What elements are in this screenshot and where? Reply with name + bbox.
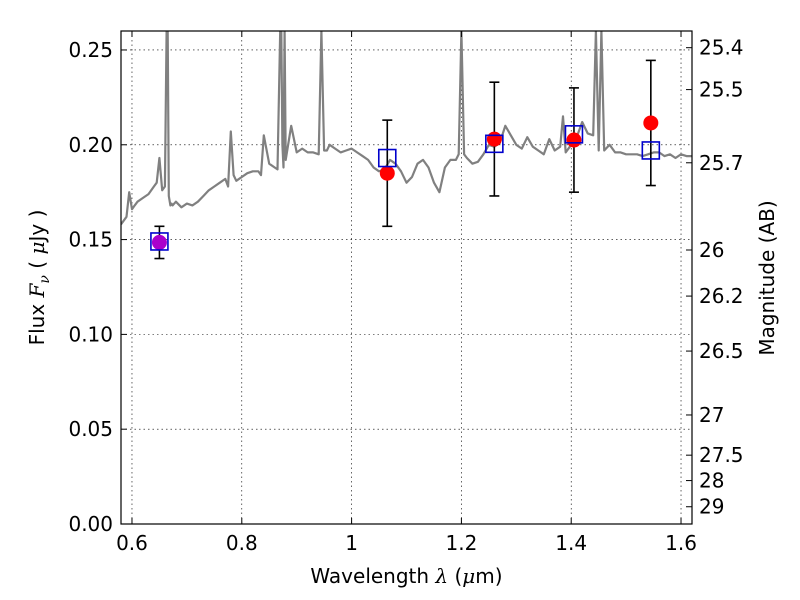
y-tick-label: 0.25 (68, 38, 113, 62)
model-point (641, 141, 661, 160)
model-spectrum (121, 31, 692, 226)
right-tick-label: 29 (699, 495, 724, 519)
observed-point (151, 234, 167, 250)
y-axis-label: Flux Fν ( μJy ) (25, 210, 53, 346)
right-tick-label: 26.5 (699, 339, 744, 363)
y-tick-label: 0.20 (68, 133, 113, 157)
right-tick-label: 25.7 (699, 151, 744, 175)
grid-lines (121, 31, 692, 525)
axis-ticks: 0.6 0.8 1 1.2 1.4 1.6 0.00 0.05 0.10 0.15 0.20 0.25… (68, 31, 744, 555)
right-tick-label: 27 (699, 403, 724, 427)
model-point (150, 232, 169, 251)
x-tick-label: 1.2 (445, 531, 477, 555)
right-tick-label: 27.5 (699, 443, 744, 467)
y-tick-label: 0.00 (68, 512, 113, 536)
right-tick-label: 25.5 (699, 78, 744, 102)
y-tick-label: 0.15 (68, 228, 113, 252)
right-tick-label: 28 (699, 469, 724, 493)
data-points (150, 115, 661, 251)
y-axis-right-label: Magnitude (AB) (755, 200, 779, 355)
y-tick-label: 0.05 (68, 417, 113, 441)
model-point (377, 148, 397, 168)
x-axis-label: Wavelength λ (μm) (310, 564, 502, 588)
observed-point (486, 131, 502, 147)
plot-frame (120, 30, 693, 525)
observed-point (566, 132, 582, 148)
right-tick-label: 25.4 (699, 36, 744, 60)
x-tick-label: 0.6 (116, 531, 148, 555)
x-tick-label: 1.4 (555, 531, 587, 555)
observed-point (643, 115, 659, 131)
x-tick-label: 1 (345, 531, 358, 555)
right-tick-label: 26 (699, 238, 724, 262)
right-tick-label: 26.2 (699, 284, 744, 308)
spectrum-line (121, 31, 692, 226)
observed-point (379, 165, 395, 181)
y-tick-label: 0.10 (68, 322, 113, 346)
x-tick-label: 1.6 (665, 531, 697, 555)
model-point (564, 125, 584, 144)
x-tick-label: 0.8 (226, 531, 258, 555)
model-point (485, 134, 504, 154)
